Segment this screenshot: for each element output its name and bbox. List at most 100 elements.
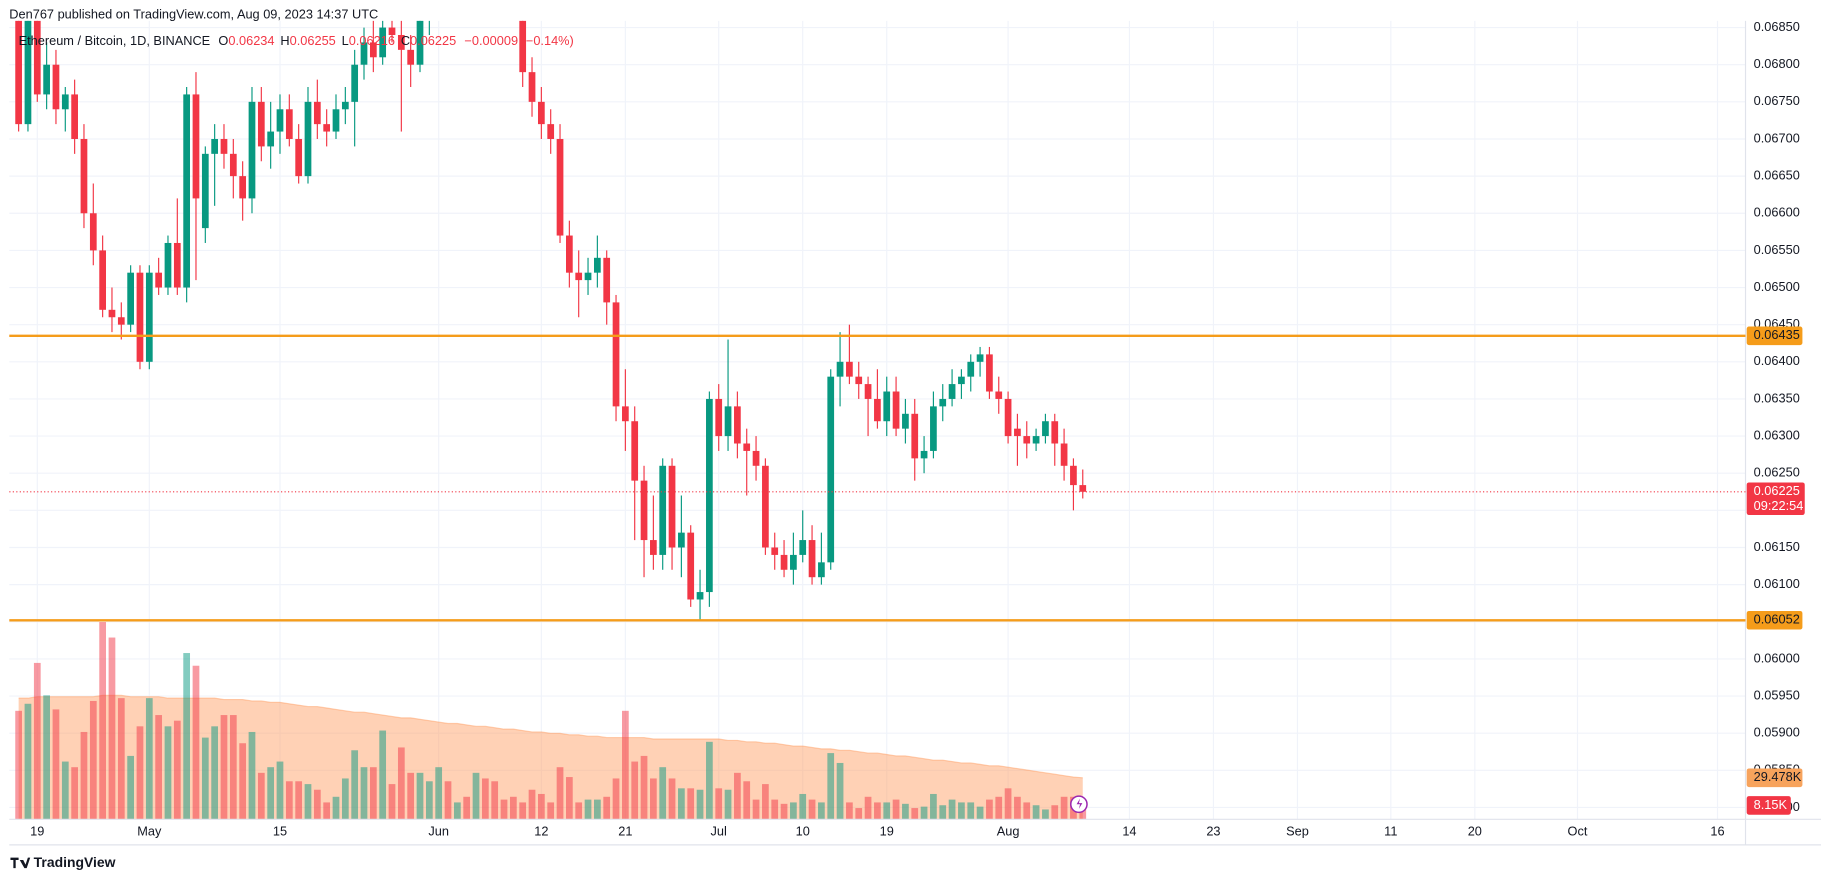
volume-bar [575, 802, 583, 820]
candle-body [99, 250, 106, 310]
x-tick-label: 23 [1206, 823, 1220, 838]
candle-body [883, 391, 891, 422]
last-price-box [1746, 482, 1805, 515]
volume-bar [369, 767, 377, 820]
volume-bar [192, 665, 200, 820]
candle-body [920, 450, 928, 459]
candle-body [248, 101, 256, 199]
volume-bar [715, 788, 723, 820]
candle-body [351, 64, 359, 102]
volume-bar [500, 799, 508, 820]
volume-bar [211, 726, 219, 820]
volume-bar [706, 741, 713, 820]
candle-body [24, 20, 32, 125]
volume-bar [463, 796, 471, 820]
volume-bar [584, 799, 592, 820]
x-tick-label: 14 [1122, 823, 1136, 838]
volume-bar [1014, 796, 1021, 820]
candle-body [108, 309, 116, 318]
candle-body [575, 272, 583, 281]
candle-body [930, 406, 937, 451]
candle-body [192, 94, 200, 199]
y-tick-label: 0.06500 [1754, 279, 1800, 294]
legend-label: O [218, 33, 228, 48]
candle-body [379, 27, 387, 58]
candle-body [911, 413, 919, 459]
volume-bar [43, 695, 50, 820]
volume-ma-area [18, 695, 1083, 820]
volume-bar [678, 788, 685, 820]
volume-bar [71, 767, 78, 820]
candle-body [211, 138, 219, 154]
volume-bar [976, 806, 984, 820]
level-label-box [1746, 326, 1803, 346]
volume-bar [481, 778, 489, 820]
volume-bar [696, 789, 704, 820]
volume-bar [920, 806, 928, 820]
y-tick-label: 0.05950 [1754, 687, 1800, 702]
candle-body [304, 101, 312, 177]
x-tick-label: Aug [997, 823, 1020, 838]
legend-change: −0.00009 [464, 33, 518, 48]
volume-bar [855, 808, 863, 820]
volume-bar [351, 750, 359, 820]
legend-label: C [401, 33, 410, 48]
volume-bar [780, 803, 788, 820]
candle-body [239, 176, 247, 199]
legend-value: 0.06234 [228, 33, 274, 48]
axes [9, 20, 1821, 846]
candle-body [369, 42, 377, 58]
volume-bar [556, 767, 564, 820]
candle-body [715, 398, 723, 437]
candle-body [323, 124, 331, 132]
candle-body [257, 101, 265, 147]
candle-body [43, 64, 50, 95]
candle-body [71, 94, 78, 139]
candle-body [659, 465, 667, 555]
candle-body [407, 49, 415, 65]
candle-body [285, 109, 293, 139]
candle-body [752, 450, 760, 466]
volume-bar [808, 799, 816, 820]
volume-bar [799, 793, 807, 820]
x-tick-label: 20 [1468, 823, 1482, 838]
candle-body [1023, 436, 1031, 444]
level-label: 0.06052 [1754, 612, 1800, 627]
volume-bar [995, 796, 1003, 820]
candle-body [976, 354, 984, 362]
volume-bar [836, 762, 844, 820]
brand-logo: TradingView [10, 854, 116, 870]
alert-icon[interactable] [1070, 795, 1088, 814]
volume-bar [902, 803, 909, 820]
candle-body [313, 101, 321, 125]
volume-bar [341, 778, 349, 820]
volume-bar [911, 808, 919, 820]
volume-bar [939, 805, 947, 820]
volume-bar [1004, 788, 1012, 820]
volume-bar [435, 767, 443, 820]
volume-ma-label-box [1746, 768, 1803, 788]
candle-body [127, 272, 135, 325]
volume-bar [24, 703, 32, 820]
volume-bar [332, 796, 340, 820]
legend-value: 0.06225 [410, 33, 456, 48]
x-tick-label: Sep [1286, 823, 1309, 838]
volume-bar [612, 778, 620, 820]
candle-body [519, 20, 527, 73]
alert-bolt [1076, 798, 1083, 809]
candle-body [1060, 443, 1068, 466]
candle-body [1079, 485, 1087, 492]
volume-bar [650, 778, 657, 820]
volume-bar [771, 799, 779, 820]
volume-bar [790, 802, 797, 820]
volume-bar [201, 737, 209, 820]
candle-body [678, 532, 685, 548]
candle-body [743, 443, 751, 451]
candle-body [155, 272, 163, 288]
x-tick-label: 21 [618, 823, 632, 838]
volume-bar [248, 731, 256, 820]
volume-bar [1023, 802, 1031, 820]
candle-body [892, 391, 900, 429]
volume-bar [99, 622, 106, 820]
